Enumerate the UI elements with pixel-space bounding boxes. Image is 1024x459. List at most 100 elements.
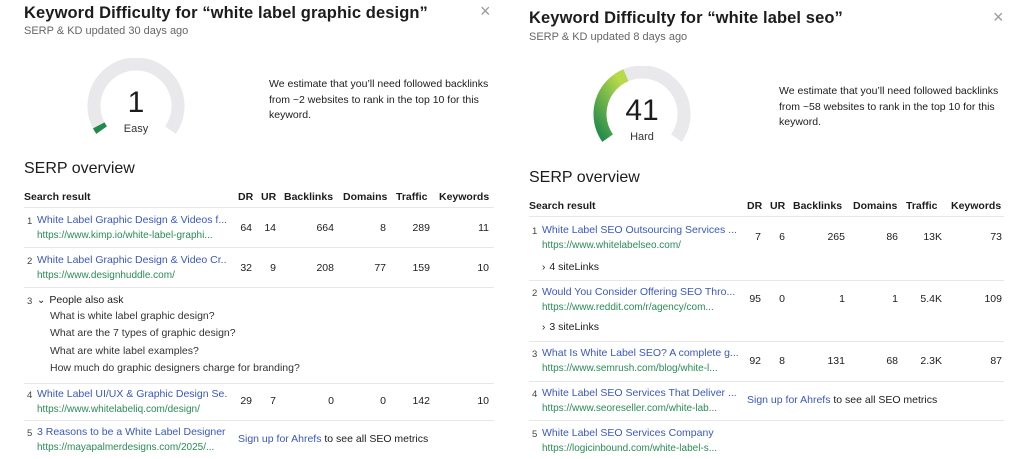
serp-overview-title: SERP overview [24, 160, 135, 177]
result-url-link[interactable]: https://logicinbound.com/white-label-s..… [542, 443, 718, 454]
col-header-traffic: Traffic [396, 191, 428, 203]
result-title-link[interactable]: 3 Reasons to be a White Label Designer [37, 426, 226, 438]
sitelinks-toggle[interactable]: › 4 siteLinks [542, 261, 599, 273]
col-header-ur: UR [770, 200, 786, 212]
paa-question[interactable]: What are the 7 types of graphic design? [50, 327, 236, 339]
kd-score: 41 [625, 94, 659, 127]
signup-prompt: Sign up for Ahrefs to see all SEO metric… [747, 394, 937, 406]
keywords-value: 11 [478, 222, 489, 234]
gauge-fill [92, 122, 107, 134]
paa-question[interactable]: What are white label examples? [50, 345, 199, 357]
backlinks-estimate: We estimate that you’ll need followed ba… [269, 78, 489, 121]
col-header-backlinks: Backlinks [793, 200, 843, 212]
result-url-link[interactable]: https://www.seoreseller.com/white-lab... [542, 403, 718, 414]
close-icon[interactable]: × [993, 7, 1004, 27]
col-header-ur: UR [261, 191, 277, 203]
paa-toggle[interactable]: ⌄ People also ask [37, 294, 124, 306]
domains-value: 68 [886, 355, 898, 367]
dr-value: 32 [240, 262, 252, 274]
dr-value: 95 [749, 293, 761, 305]
panel-subtitle: SERP & KD updated 30 days ago [24, 25, 189, 37]
kd-score: 1 [127, 86, 145, 119]
result-url-link[interactable]: https://www.kimp.io/white-label-graphi..… [37, 230, 213, 241]
sitelinks-label: 4 siteLinks [549, 261, 599, 273]
traffic-value: 159 [412, 262, 430, 274]
row-index: 2 [27, 256, 33, 267]
domains-value: 1 [892, 293, 898, 305]
traffic-value: 13K [923, 231, 942, 243]
row-divider [529, 280, 1004, 281]
ur-value: 6 [779, 231, 785, 243]
keywords-value: 87 [990, 355, 1002, 367]
row-divider [529, 341, 1004, 342]
row-divider [24, 247, 494, 248]
keywords-value: 73 [990, 231, 1002, 243]
panel-title: Keyword Difficulty for “white label grap… [24, 4, 428, 22]
ur-value: 8 [779, 355, 785, 367]
col-header-domains: Domains [343, 191, 388, 203]
col-header-keywords: Keywords [439, 191, 490, 203]
col-header-dr: DR [238, 191, 254, 203]
panel-subtitle: SERP & KD updated 8 days ago [529, 31, 688, 43]
kd-label: Hard [630, 131, 654, 143]
sitelinks-toggle[interactable]: › 3 siteLinks [542, 321, 599, 333]
result-title-link[interactable]: White Label Graphic Design & Videos f... [37, 214, 227, 226]
row-index: 4 [532, 389, 538, 400]
domains-value: 86 [886, 231, 898, 243]
row-divider [24, 420, 494, 421]
result-title-link[interactable]: White Label UI/UX & Graphic Design Se... [37, 388, 227, 400]
keywords-value: 109 [984, 293, 1002, 305]
row-divider [529, 381, 1004, 382]
col-header-keywords: Keywords [951, 200, 1002, 212]
dr-value: 64 [240, 222, 252, 234]
dr-value: 7 [755, 231, 761, 243]
row-index: 3 [532, 349, 538, 360]
signup-link[interactable]: Sign up for Ahrefs [747, 394, 831, 406]
result-url-link[interactable]: https://mayapalmerdesigns.com/2025/... [37, 442, 215, 453]
signup-prompt: Sign up for Ahrefs to see all SEO metric… [238, 433, 428, 445]
header-divider [529, 216, 1004, 217]
ur-value: 9 [270, 262, 276, 274]
serp-overview-title: SERP overview [529, 169, 640, 186]
traffic-value: 5.4K [920, 293, 942, 305]
result-url-link[interactable]: https://www.designhuddle.com/ [37, 270, 175, 281]
result-title-link[interactable]: Would You Consider Offering SEO Thro... [542, 286, 736, 298]
row-index: 1 [27, 216, 33, 227]
kd-label: Easy [123, 123, 149, 135]
result-title-link[interactable]: White Label SEO Outsourcing Services ... [542, 224, 737, 236]
row-index: 5 [532, 429, 538, 440]
signup-text: to see all SEO metrics [321, 433, 429, 445]
domains-value: 8 [380, 222, 386, 234]
result-url-link[interactable]: https://www.whitelabeliq.com/design/ [37, 404, 200, 415]
gauge-fill [593, 69, 629, 142]
col-header-domains: Domains [853, 200, 898, 212]
signup-link[interactable]: Sign up for Ahrefs [238, 433, 322, 445]
sitelinks-label: 3 siteLinks [549, 321, 599, 333]
backlinks-value: 0 [328, 395, 334, 407]
row-index: 4 [27, 390, 33, 401]
col-header-dr: DR [747, 200, 763, 212]
result-url-link[interactable]: https://www.semrush.com/blog/white-l... [542, 363, 718, 374]
result-url-link[interactable]: https://www.whitelabelseo.com/ [542, 240, 681, 251]
panel-title: Keyword Difficulty for “white label seo” [529, 9, 843, 27]
col-header-traffic: Traffic [906, 200, 938, 212]
result-title-link[interactable]: White Label Graphic Design & Video Cr... [37, 254, 227, 266]
result-url-link[interactable]: https://www.reddit.com/r/agency/com... [542, 302, 714, 313]
gauge-track [87, 58, 185, 134]
close-icon[interactable]: × [480, 1, 491, 21]
backlinks-value: 265 [827, 231, 845, 243]
kd-gauge: 1 Easy [81, 58, 191, 148]
paa-question[interactable]: How much do graphic designers charge for… [50, 362, 300, 374]
col-header-search-result: Search result [529, 200, 596, 212]
row-index: 2 [532, 288, 538, 299]
result-title-link[interactable]: What Is White Label SEO? A complete g... [542, 347, 738, 359]
row-divider [529, 420, 1004, 421]
ur-value: 14 [264, 222, 276, 234]
domains-value: 77 [374, 262, 386, 274]
result-title-link[interactable]: White Label SEO Services Company [542, 427, 714, 439]
kd-gauge-arc [87, 58, 185, 134]
result-title-link[interactable]: White Label SEO Services That Deliver ..… [542, 387, 737, 399]
traffic-value: 289 [412, 222, 430, 234]
paa-question[interactable]: What is white label graphic design? [50, 310, 215, 322]
row-index: 5 [27, 428, 33, 439]
